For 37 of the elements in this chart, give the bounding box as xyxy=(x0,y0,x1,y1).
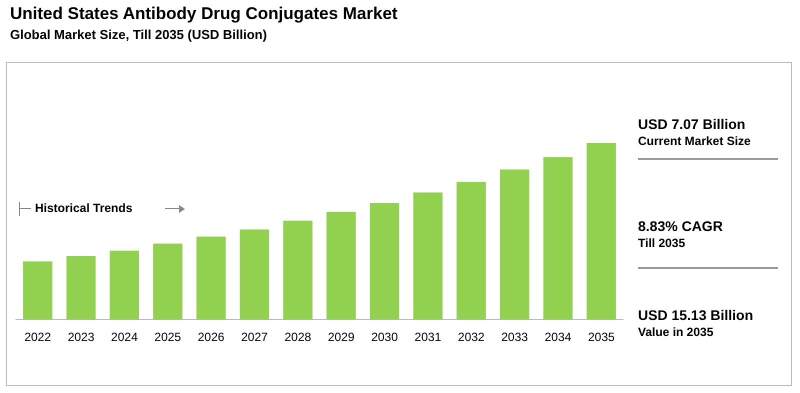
bar xyxy=(543,157,573,320)
x-tick-label: 2023 xyxy=(68,330,95,344)
bar xyxy=(196,236,226,320)
text: USD 15.13 Billion xyxy=(638,307,754,323)
x-tick-label: 2028 xyxy=(284,330,312,344)
bar xyxy=(66,256,96,320)
text: USD 7.07 Billion xyxy=(638,116,746,132)
annotation: Historical Trends xyxy=(35,201,132,215)
x-tick-label: 2033 xyxy=(501,330,528,344)
bar xyxy=(283,220,312,320)
text: Till 2035 xyxy=(638,236,686,250)
bar xyxy=(23,261,52,320)
x-tick-label: 2029 xyxy=(328,330,355,344)
x-tick-label: 2032 xyxy=(458,330,485,344)
x-tick-label: 2026 xyxy=(198,330,225,344)
bar xyxy=(456,182,486,320)
bar xyxy=(240,230,270,320)
x-tick-label: 2034 xyxy=(544,330,572,344)
chart-subtitle: Global Market Size, Till 2035 (USD Billion) xyxy=(10,27,267,42)
x-tick-label: 2024 xyxy=(111,330,138,344)
bar xyxy=(586,143,616,320)
bar xyxy=(153,244,182,320)
bar xyxy=(413,192,443,320)
chart-title: United States Antibody Drug Conjugates Market xyxy=(10,4,398,24)
x-tick-label: 2027 xyxy=(241,330,268,344)
text: 8.83% CAGR xyxy=(638,218,723,234)
bar xyxy=(110,250,140,320)
text: Value in 2035 xyxy=(638,325,714,339)
x-tick-label: 2031 xyxy=(414,330,442,344)
x-tick-label: 2035 xyxy=(588,330,615,344)
x-tick-label: 2022 xyxy=(24,330,52,344)
bar xyxy=(370,203,400,320)
x-tick-label: 2025 xyxy=(154,330,182,344)
bar xyxy=(500,169,530,320)
text: Current Market Size xyxy=(638,134,751,148)
x-tick-label: 2030 xyxy=(371,330,398,344)
bar xyxy=(326,212,356,320)
